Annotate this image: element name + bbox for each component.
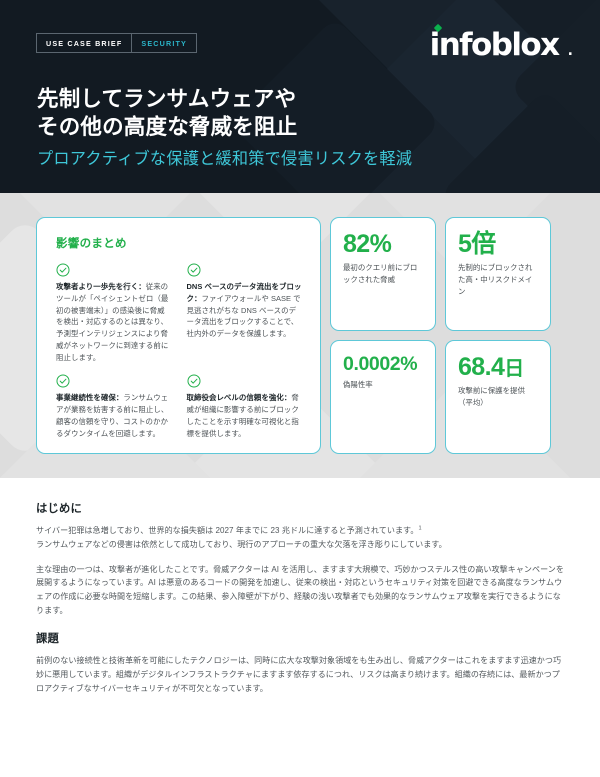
impact-bullet-4-text: 取締役会レベルの信頼を強化：脅威が組織に影響する前にブロックしたことを示す明確な… xyxy=(187,392,303,439)
stat-value-1: 82% xyxy=(343,230,392,258)
impact-summary-card: 影響のまとめ 攻撃者より一歩先を行く：従来のツールが「ペイシェントゼロ（最初の被… xyxy=(36,217,321,454)
badge-use-case-brief-label: USE CASE BRIEF xyxy=(37,34,133,53)
document-type-badge: USE CASE BRIEF SECURITY xyxy=(36,33,197,54)
page-title: 先制してランサムウェアや その他の高度な脅威を阻止 xyxy=(37,85,297,141)
impact-summary-title: 影響のまとめ xyxy=(56,238,127,250)
intro-sentence-2: ランサムウェアなどの侵害は依然として成功しており、現行のアプローチの重大な欠落を… xyxy=(36,539,447,549)
impact-bullet-3-text: 事業継続性を確保：ランサムウェアが業務を妨害する前に阻止し、顧客の信頼を守り、コ… xyxy=(56,392,172,439)
section-introduction-paragraph-1: サイバー犯罪は急増しており、世界的な損失額は 2027 年までに 23 兆ドルに… xyxy=(36,524,566,552)
hero-banner: USE CASE BRIEF SECURITY infoblox . 先制してラ… xyxy=(0,0,600,193)
stat-value-4-number: 68.4 xyxy=(458,353,505,381)
stat-card-grid: 82% 最初のクエリ前にブロックされた脅威 5倍 先制的にブロックされた高・中リ… xyxy=(330,217,551,454)
stat-card-blocked-threats: 82% 最初のクエリ前にブロックされた脅威 xyxy=(330,217,436,331)
check-circle-icon xyxy=(56,374,70,388)
impact-bullet-1-body: 従来のツールが「ペイシェントゼロ（最初の被害端末）」の感染後に脅威を検出・対応す… xyxy=(56,282,169,362)
page-title-line-1: 先制してランサムウェアや xyxy=(37,87,297,111)
section-challenge-paragraph-1: 前例のない接続性と技術革新を可能にしたテクノロジーは、同時に広大な攻撃対象領域を… xyxy=(36,655,562,693)
impact-bullet-2: DNS ベースのデータ流出をブロック：ファイアウォールや SASE で見逃されが… xyxy=(187,263,303,363)
stat-card-false-positive-rate: 0.0002% 偽陽性率 xyxy=(330,340,436,454)
infoblox-logo: infoblox . xyxy=(429,23,573,63)
stat-value-3: 0.0002% xyxy=(343,353,418,375)
page-subtitle: プロアクティブな保護と緩和策で侵害リスクを軽減 xyxy=(37,150,413,168)
check-circle-icon xyxy=(186,374,201,388)
check-circle-icon xyxy=(186,263,201,277)
stat-card-days-of-protection: 68.4日 攻撃前に保護を提供（平均） xyxy=(445,340,551,454)
section-challenge-heading: 課題 xyxy=(36,632,59,645)
impact-bullet-list: 攻撃者より一歩先を行く：従来のツールが「ペイシェントゼロ（最初の被害端末）」の感… xyxy=(56,263,302,439)
footnote-marker: 1 xyxy=(418,525,422,532)
logo-registered-mark: . xyxy=(567,43,573,59)
impact-bullet-1-text: 攻撃者より一歩先を行く：従来のツールが「ペイシェントゼロ（最初の被害端末）」の感… xyxy=(56,281,172,363)
impact-bullet-1: 攻撃者より一歩先を行く：従来のツールが「ペイシェントゼロ（最初の被害端末）」の感… xyxy=(56,263,172,363)
stat-label-4: 攻撃前に保護を提供（平均） xyxy=(458,386,525,407)
highlights-band: 影響のまとめ 攻撃者より一歩先を行く：従来のツールが「ペイシェントゼロ（最初の被… xyxy=(0,193,600,478)
badge-security-label: SECURITY xyxy=(141,39,187,48)
stat-label-1: 最初のクエリ前にブロックされた脅威 xyxy=(343,263,418,284)
stat-value-4: 68.4日 xyxy=(458,354,539,380)
intro-sentence-1: サイバー犯罪は急増しており、世界的な損失額は 2027 年までに 23 兆ドルに… xyxy=(36,526,419,535)
section-introduction-paragraph-2: 主な理由の一つは、攻撃者が進化したことです。脅威アクターは AI を活用し、ます… xyxy=(36,564,564,616)
impact-bullet-2-text: DNS ベースのデータ流出をブロック：ファイアウォールや SASE で見逃されが… xyxy=(187,281,303,340)
stat-value-2: 5倍 xyxy=(458,230,496,258)
stat-label-2: 先制的にブロックされた高・中リスクドメイン xyxy=(458,263,533,296)
stat-card-risk-domains: 5倍 先制的にブロックされた高・中リスクドメイン xyxy=(445,217,551,331)
impact-bullet-4-lead: 取締役会レベルの信頼を強化： xyxy=(186,393,292,403)
impact-bullet-3-lead: 事業継続性を確保： xyxy=(56,393,124,403)
stat-value-4-unit: 日 xyxy=(504,358,525,380)
section-introduction-heading: はじめに xyxy=(36,503,82,515)
impact-bullet-1-lead: 攻撃者より一歩先を行く： xyxy=(56,282,146,291)
section-challenge: 課題 前例のない接続性と技術革新を可能にしたテクノロジーは、同時に広大な攻撃対象… xyxy=(36,630,566,695)
impact-bullet-3: 事業継続性を確保：ランサムウェアが業務を妨害する前に阻止し、顧客の信頼を守り、コ… xyxy=(56,374,172,439)
section-introduction: はじめに サイバー犯罪は急増しており、世界的な損失額は 2027 年までに 23… xyxy=(36,500,566,618)
check-circle-icon xyxy=(56,263,70,277)
page-title-line-2: その他の高度な脅威を阻止 xyxy=(37,115,298,140)
logo-wordmark: infoblox xyxy=(429,27,560,63)
impact-bullet-2-lead: DNS ベースのデータ流出をブロック： xyxy=(186,282,302,303)
article-body: はじめに サイバー犯罪は急増しており、世界的な損失額は 2027 年までに 23… xyxy=(0,478,600,695)
stat-label-3: 偽陽性率 xyxy=(343,380,373,390)
impact-bullet-2-body: ファイアウォールや SASE で見逃されがちな DNS ベースのデータ流出をブロ… xyxy=(186,293,301,339)
impact-bullet-4: 取締役会レベルの信頼を強化：脅威が組織に影響する前にブロックしたことを示す明確な… xyxy=(187,374,303,439)
